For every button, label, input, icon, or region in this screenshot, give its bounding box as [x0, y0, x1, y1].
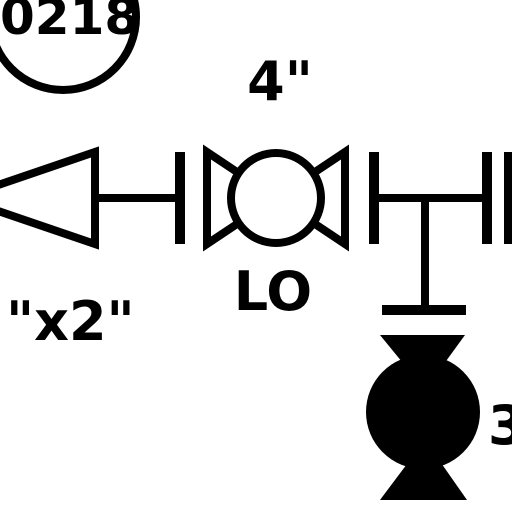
tag-bubble-circle — [0, 0, 140, 94]
tag-bubble-text: 0218 — [0, 0, 139, 46]
tee-connection — [369, 152, 512, 315]
tag-bubble: 0218 — [0, 0, 140, 94]
reducer-body — [0, 146, 99, 250]
valve-status-label: LO — [234, 260, 312, 323]
check-valve-label: 3 — [488, 394, 512, 457]
reducer: "x2" — [0, 146, 185, 353]
valve-ball — [227, 149, 325, 247]
valve-size-label: 4" — [247, 50, 313, 113]
reducer-size-label: "x2" — [6, 290, 135, 353]
check-valve: 3 — [366, 335, 512, 500]
check-valve-bottom-wedge — [380, 440, 467, 500]
check-valve-ball — [366, 355, 480, 469]
ball-valve: 4" LO — [203, 50, 349, 323]
